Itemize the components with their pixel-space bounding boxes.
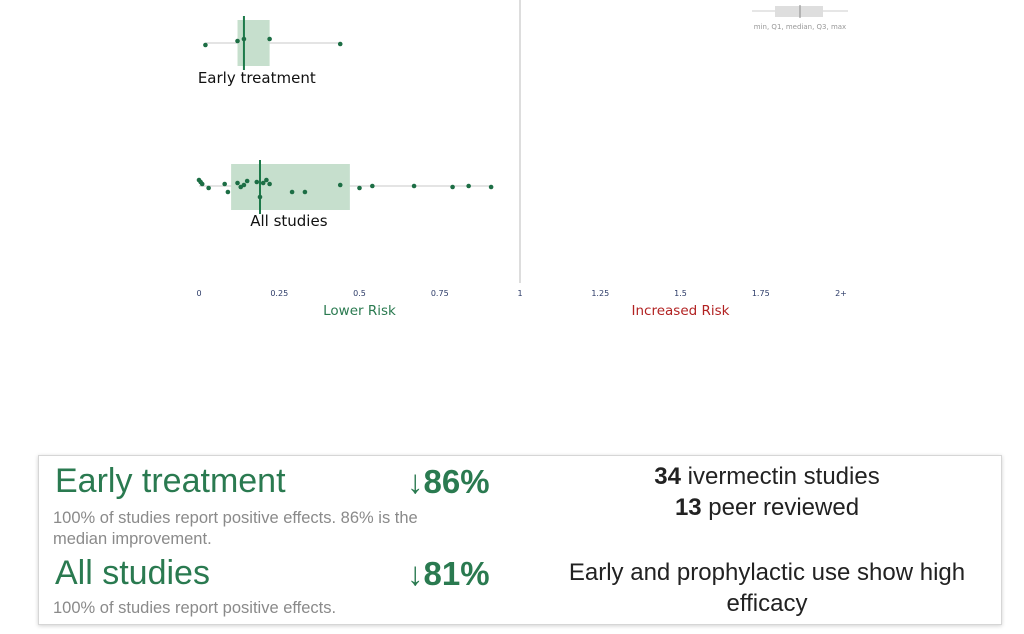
iqr-box <box>237 20 270 66</box>
data-point <box>267 181 272 187</box>
studies-count-line: 34 ivermectin studies <box>539 461 995 492</box>
early-treatment-description: 100% of studies report positive effects.… <box>53 509 418 548</box>
legend-caption: min, Q1, median, Q3, max <box>754 23 846 31</box>
group-1: All studies <box>196 160 494 230</box>
all-studies-percent: ↓81% <box>407 555 490 592</box>
data-point <box>260 180 266 186</box>
data-point <box>235 180 240 186</box>
lower-risk-label: Lower Risk <box>323 303 396 319</box>
all-studies-description: 100% of studies report positive effects. <box>53 599 337 617</box>
data-point <box>302 189 308 195</box>
legend-box <box>775 6 823 17</box>
chart-legend: min, Q1, median, Q3, max <box>752 5 848 31</box>
data-point <box>244 178 250 184</box>
data-point <box>206 185 211 191</box>
data-point <box>254 179 260 185</box>
data-point <box>337 182 343 188</box>
x-axis: 0 0.25 0.5 0.75 1 1.25 1.5 1.75 2+ Lower Risk Incr… <box>196 0 847 319</box>
group-0: Early treatment <box>198 16 343 87</box>
data-point <box>199 181 205 187</box>
increased-risk-label: Increased Risk <box>632 303 730 319</box>
x-tick-label: 1.25 <box>591 289 609 298</box>
data-point <box>411 183 417 189</box>
summary-panel: Early treatment ↓86% 100% of studies rep… <box>38 455 1002 625</box>
data-point <box>466 183 471 189</box>
data-point <box>203 42 208 48</box>
data-point <box>357 185 362 191</box>
data-point <box>450 184 455 190</box>
early-treatment-percent: ↓86% <box>407 463 490 500</box>
data-point <box>241 182 247 188</box>
iqr-box <box>231 164 350 210</box>
peer-reviewed-count: 13 <box>674 494 702 521</box>
studies-count-label: ivermectin studies <box>680 463 880 490</box>
data-point <box>337 41 343 47</box>
risk-chart: min, Q1, median, Q3, max 0 0.25 0.5 0.75 1 1.… <box>196 0 848 319</box>
studies-count: 34 <box>654 463 681 490</box>
x-tick-label: 0 <box>196 289 201 298</box>
x-tick-label: 2+ <box>835 289 847 298</box>
data-point <box>488 184 494 190</box>
x-tick-label: 0.5 <box>353 289 366 298</box>
x-tick-label: 1 <box>517 289 522 298</box>
x-tick-label: 0.25 <box>270 289 288 298</box>
data-point <box>264 177 269 183</box>
study-counts: 34 ivermectin studies 13 peer reviewed <box>539 461 995 523</box>
group-label: All studies <box>250 212 327 230</box>
x-tick-label: 1.5 <box>674 289 687 298</box>
efficacy-claim: Early and prophylactic use show high eff… <box>568 559 966 617</box>
x-tick-label: 1.75 <box>752 289 770 298</box>
data-point <box>257 194 263 200</box>
peer-reviewed-line: 13 peer reviewed <box>539 492 995 523</box>
data-point <box>235 38 240 44</box>
data-point <box>289 189 295 195</box>
x-tick-label: 0.75 <box>431 289 449 298</box>
group-label: Early treatment <box>198 69 316 87</box>
data-point <box>267 36 272 42</box>
chart-groups: Early treatment All studies <box>196 16 494 230</box>
data-point <box>370 183 375 189</box>
data-point <box>222 181 227 187</box>
data-point <box>241 36 247 42</box>
data-point <box>225 189 231 195</box>
all-studies-title: All studies <box>55 554 210 592</box>
peer-reviewed-label: peer reviewed <box>701 494 860 521</box>
early-treatment-title: Early treatment <box>55 462 286 500</box>
